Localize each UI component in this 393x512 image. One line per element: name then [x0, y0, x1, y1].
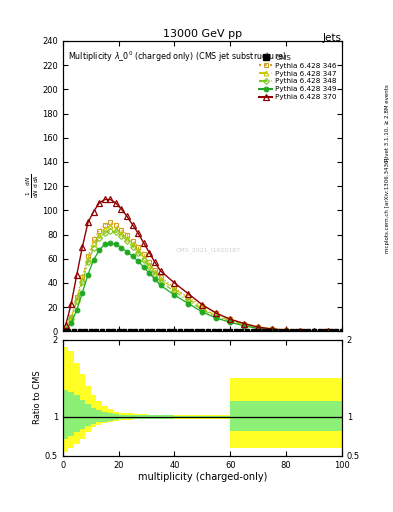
Text: Multiplicity $\lambda\_0^0$ (charged only) (CMS jet substructure): Multiplicity $\lambda\_0^0$ (charged onl… — [68, 50, 287, 64]
Text: CMS_2021_I1920187: CMS_2021_I1920187 — [176, 247, 241, 253]
Text: Rivet 3.1.10, ≥ 2.8M events: Rivet 3.1.10, ≥ 2.8M events — [385, 84, 390, 161]
Legend: CMS, Pythia 6.428 346, Pythia 6.428 347, Pythia 6.428 348, Pythia 6.428 349, Pyt: CMS, Pythia 6.428 346, Pythia 6.428 347,… — [258, 53, 338, 101]
Text: Jets: Jets — [323, 33, 342, 44]
Title: 13000 GeV pp: 13000 GeV pp — [163, 29, 242, 39]
Y-axis label: Ratio to CMS: Ratio to CMS — [33, 371, 42, 424]
X-axis label: multiplicity (charged-only): multiplicity (charged-only) — [138, 472, 267, 482]
Text: mcplots.cern.ch [arXiv:1306.3436]: mcplots.cern.ch [arXiv:1306.3436] — [385, 157, 390, 252]
Y-axis label: $\frac{1}{\mathrm{d}N}\,\frac{\mathrm{d}N}{\mathrm{d}\,\mathrm{d}\lambda}$: $\frac{1}{\mathrm{d}N}\,\frac{\mathrm{d}… — [24, 174, 41, 198]
